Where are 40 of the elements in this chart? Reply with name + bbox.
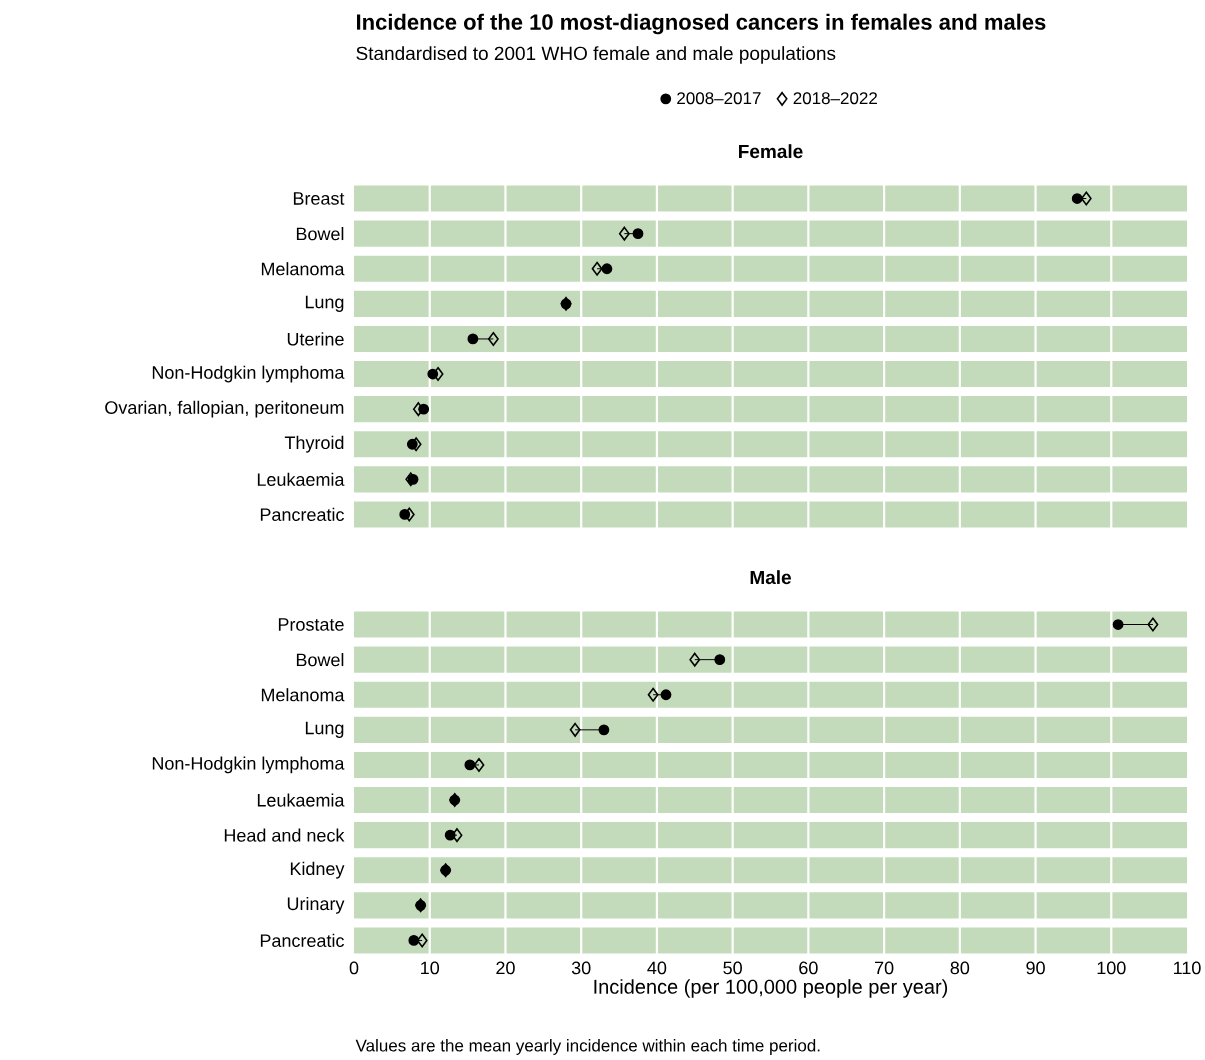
y-tick-label: Lung (305, 295, 344, 312)
y-tick-label: Non-Hodgkin lymphoma (152, 365, 345, 383)
x-tick-label: 60 (799, 961, 818, 975)
x-tick-label: 10 (421, 961, 440, 975)
x-tick-label: 100 (1097, 961, 1126, 975)
legend-label: 2008–2017 (677, 92, 761, 105)
y-tick-label: Bowel (296, 653, 344, 667)
y-tick-label: Thyroid (284, 435, 344, 453)
y-tick-label: Ovarian, fallopian, peritoneum (105, 400, 344, 418)
chart-title: Incidence of the 10 most-diagnosed cancers in females and males (357, 13, 1046, 35)
y-tick-label: Bowel (296, 227, 344, 241)
y-tick-label: Kidney (290, 861, 345, 879)
y-tick-label: Pancreatic (260, 507, 344, 522)
y-tick-label: Pancreatic (260, 933, 344, 948)
y-tick-label: Non-Hodgkin lymphoma (152, 756, 345, 774)
x-tick-label: 30 (571, 961, 591, 975)
y-tick-label: Melanoma (261, 262, 345, 276)
y-tick-label: Urinary (287, 896, 345, 914)
x-tick-label: 20 (496, 961, 515, 975)
x-axis-title: Incidence (per 100,000 people per year) (594, 979, 948, 998)
y-tick-label: Melanoma (261, 688, 345, 702)
text: Values are the mean yearly incidence within each time period. (355, 1039, 820, 1055)
x-tick-label: 110 (1174, 961, 1201, 975)
x-tick-label: 50 (723, 961, 742, 975)
y-tick-label: Leukaemia (257, 472, 345, 486)
y-tick-label: Prostate (278, 618, 344, 631)
legend-label: 2018–2022 (793, 92, 877, 105)
x-tick-label: 0 (349, 961, 359, 975)
y-tick-label: Leukaemia (257, 793, 345, 807)
y-tick-label: Lung (305, 721, 344, 738)
x-tick-label: 40 (647, 961, 667, 975)
y-tick-label: Breast (293, 192, 345, 205)
x-tick-label: 70 (875, 961, 894, 975)
y-tick-label: Uterine (287, 332, 344, 346)
x-tick-label: 90 (1026, 961, 1045, 975)
chart-title: Male (750, 570, 791, 585)
y-tick-label: Head and neck (224, 828, 345, 842)
x-tick-label: 80 (950, 961, 970, 975)
chart-subtitle: Standardised to 2001 WHO female and male populations (356, 46, 836, 64)
text: Female (739, 144, 803, 159)
